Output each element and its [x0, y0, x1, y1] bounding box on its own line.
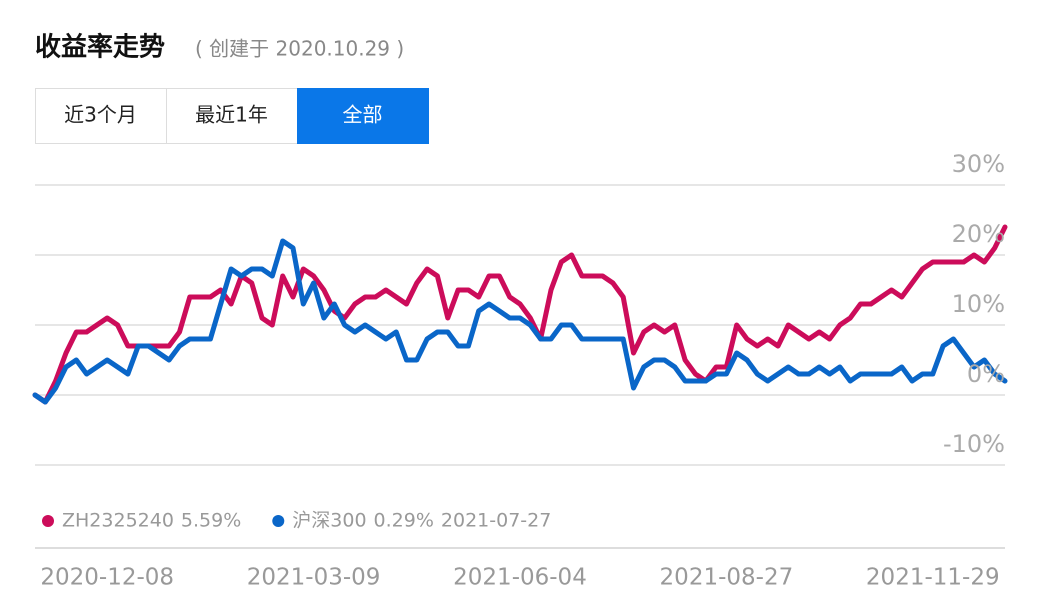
y-tick-label: 0%	[967, 360, 1005, 388]
legend-value: 5.59%	[181, 510, 241, 532]
legend-date: 2021-07-27	[441, 510, 551, 532]
y-tick-label: 30%	[952, 150, 1005, 178]
tab[interactable]	[166, 88, 298, 144]
subtitle: ( 创建于 2020.10.29 )	[195, 37, 404, 61]
y-tick-label: 20%	[952, 220, 1005, 248]
legend-dot	[272, 515, 285, 527]
tab-label[interactable]: 最近1年	[195, 103, 268, 127]
legend-dot	[42, 515, 54, 527]
x-tick-label: 2021-11-29	[866, 565, 1000, 591]
y-tick-label: -10%	[943, 430, 1005, 458]
x-tick-label: 2021-03-09	[247, 565, 381, 591]
line	[32, 224, 1008, 405]
line	[32, 238, 1008, 405]
legend-label: ZH2325240	[62, 510, 174, 532]
title: 收益率走势	[35, 32, 165, 63]
tab-label[interactable]: 全部	[343, 103, 383, 127]
tab[interactable]	[297, 88, 429, 144]
tab-label[interactable]: 近3个月	[64, 103, 137, 127]
x-tick-label: 2020-12-08	[40, 565, 174, 591]
tab[interactable]	[35, 88, 167, 144]
legend-value: 0.29%	[374, 510, 434, 532]
x-tick-label: 2021-08-27	[660, 565, 794, 591]
x-tick-label: 2021-06-04	[453, 565, 587, 591]
legend-label: 沪深300	[292, 510, 366, 532]
y-tick-label: 10%	[952, 290, 1005, 318]
